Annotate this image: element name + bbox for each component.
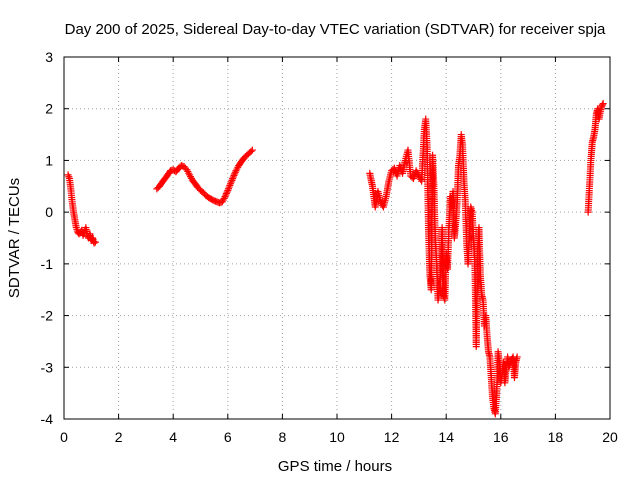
x-tick-label: 2 (115, 429, 123, 445)
series-segment-1 (64, 171, 99, 247)
data-point (598, 101, 606, 109)
x-axis-label: GPS time / hours (278, 458, 392, 475)
x-tick-label: 6 (224, 429, 232, 445)
y-tick-label: -2 (41, 308, 54, 324)
data-point (248, 146, 256, 154)
data-point (229, 175, 237, 183)
y-tick-label: 3 (45, 49, 53, 65)
y-axis-label: SDTVAR / TECUs (6, 178, 23, 298)
x-axis: 0 2 4 6 8 10 12 14 16 18 20 (60, 57, 618, 445)
series-segment-3 (366, 115, 521, 418)
y-tick-label: -3 (41, 359, 54, 375)
y-axis: -4 -3 -2 -1 0 1 2 3 (41, 49, 610, 427)
y-tick-label: 1 (45, 152, 53, 168)
data-point (65, 173, 73, 181)
x-tick-label: 16 (493, 429, 509, 445)
data-point (225, 183, 233, 191)
data-point (224, 186, 232, 194)
series-segment-2 (153, 146, 256, 207)
data-points (64, 100, 607, 418)
series-segment-4 (584, 100, 607, 216)
data-point (247, 147, 255, 155)
y-tick-label: -4 (41, 411, 54, 427)
data-point (221, 193, 229, 201)
data-point (90, 239, 98, 247)
data-point (222, 191, 230, 199)
y-tick-label: 2 (45, 101, 53, 117)
data-point (220, 194, 228, 202)
data-point (227, 180, 235, 188)
x-tick-label: 12 (384, 429, 400, 445)
x-tick-label: 4 (169, 429, 177, 445)
data-point (224, 185, 232, 193)
y-tick-label: -1 (41, 256, 54, 272)
data-point (230, 171, 238, 179)
data-point (231, 170, 239, 178)
grid (64, 57, 610, 419)
x-tick-label: 20 (602, 429, 618, 445)
data-point (223, 188, 231, 196)
chart-title: Day 200 of 2025, Sidereal Day-to-day VTE… (65, 21, 606, 38)
data-point (229, 173, 237, 181)
x-tick-label: 8 (279, 429, 287, 445)
x-tick-label: 10 (329, 429, 345, 445)
data-point (228, 176, 236, 184)
x-tick-label: 14 (438, 429, 454, 445)
data-point (513, 353, 521, 361)
data-point (64, 171, 72, 179)
y-tick-label: 0 (45, 204, 53, 220)
data-point (599, 100, 607, 108)
data-point (226, 181, 234, 189)
x-tick-label: 0 (60, 429, 68, 445)
data-point (227, 178, 235, 186)
data-point (91, 238, 99, 246)
data-point (222, 190, 230, 198)
data-point (231, 168, 239, 176)
x-tick-label: 18 (548, 429, 564, 445)
